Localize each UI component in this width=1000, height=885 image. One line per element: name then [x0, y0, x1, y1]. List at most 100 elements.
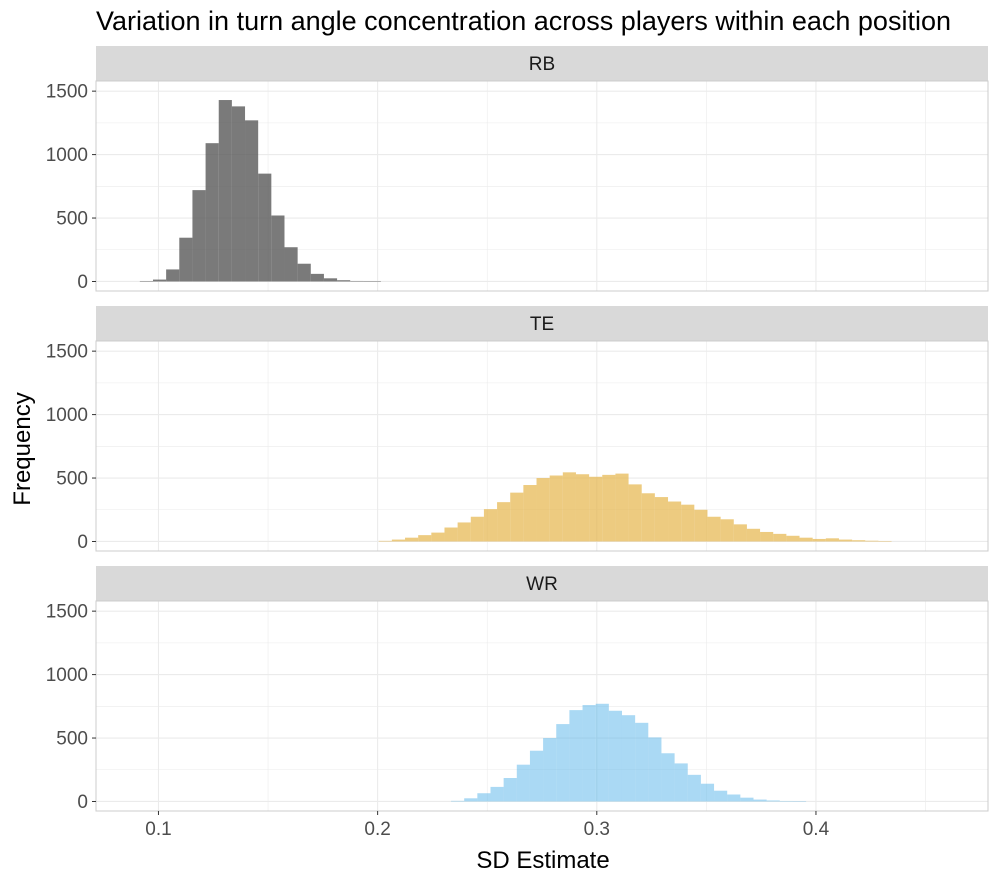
- y-tick-label: 500: [56, 469, 88, 490]
- histogram-bar: [562, 472, 576, 542]
- facet-strip-te: [96, 306, 988, 341]
- y-tick-label: 500: [56, 209, 88, 230]
- histogram-bar: [139, 281, 153, 282]
- chart-title: Variation in turn angle concentration ac…: [96, 6, 951, 36]
- histogram-bar: [615, 473, 629, 542]
- y-tick-label: 1500: [46, 82, 88, 103]
- y-axis-te: 0 500 1000 1500: [46, 342, 96, 553]
- histogram-bar: [582, 705, 596, 802]
- histogram-bar: [733, 524, 747, 542]
- y-tick-label: 1500: [46, 342, 88, 363]
- facet-strip-label-wr: WR: [526, 574, 558, 595]
- panel-border-wr: [95, 600, 989, 812]
- x-tick-label: 0.4: [803, 819, 830, 840]
- histogram-bar: [405, 537, 419, 542]
- histogram-bar: [470, 516, 484, 542]
- panel-border-rb: [95, 80, 989, 292]
- histogram-bar: [838, 539, 853, 542]
- histogram-bar: [205, 143, 219, 282]
- histogram-bar: [812, 538, 826, 542]
- histogram-bar: [674, 763, 688, 802]
- histogram-bar: [337, 280, 351, 282]
- histogram-bar: [497, 502, 511, 542]
- histogram-bar: [766, 800, 780, 802]
- histogram-bar: [825, 538, 839, 542]
- histogram-bar: [536, 478, 550, 542]
- facet-rb: RB 0 500 1000 1500: [46, 46, 989, 293]
- histogram-bar: [589, 476, 603, 542]
- x-tick-label: 0.3: [584, 819, 610, 840]
- y-axis-rb: 0 500 1000 1500: [46, 82, 96, 293]
- histogram-bar: [556, 724, 570, 802]
- histogram-bar: [310, 273, 324, 282]
- histogram-bar: [852, 540, 866, 542]
- histogram-bar: [451, 800, 465, 802]
- histogram-bar: [786, 535, 800, 542]
- histogram-bar: [231, 106, 246, 282]
- histogram-bar: [464, 798, 478, 802]
- histogram-bar: [753, 799, 767, 802]
- histogram-bar: [668, 501, 682, 542]
- histogram-bar: [865, 540, 879, 542]
- histogram-bar: [516, 764, 530, 802]
- histogram-bar: [648, 737, 662, 802]
- histogram-bar: [661, 753, 675, 802]
- histogram-bar: [271, 215, 285, 282]
- histogram-bar: [569, 710, 583, 802]
- histogram-bar: [694, 509, 708, 542]
- histogram-bars-te: [378, 472, 892, 542]
- y-tick-label: 0: [77, 532, 88, 553]
- histogram-bar: [444, 527, 458, 542]
- histogram-bar: [483, 509, 498, 542]
- histogram-bar: [431, 532, 445, 542]
- histogram-bars-wr: [451, 703, 807, 802]
- histogram-bar: [297, 263, 311, 282]
- histogram-bar: [740, 797, 754, 802]
- histogram-bar: [628, 484, 642, 542]
- y-tick-label: 1500: [46, 602, 88, 623]
- y-tick-label: 500: [56, 729, 88, 750]
- histogram-bar: [760, 531, 774, 542]
- y-axis-title: Frequency: [9, 392, 36, 505]
- histogram-bar: [687, 774, 701, 802]
- histogram-bar: [707, 516, 721, 542]
- histogram-bar: [363, 281, 377, 282]
- histogram-bar: [503, 778, 517, 802]
- y-axis-wr: 0 500 1000 1500: [46, 602, 96, 813]
- histogram-bar: [654, 497, 669, 542]
- histogram-bar: [152, 279, 167, 282]
- y-tick-label: 1000: [46, 665, 88, 686]
- x-tick-label: 0.2: [364, 819, 390, 840]
- histogram-bars-rb: [139, 100, 381, 282]
- histogram-bar: [523, 485, 537, 542]
- histogram-bar: [621, 715, 636, 802]
- histogram-bar: [746, 528, 761, 542]
- histogram-bar: [258, 173, 272, 282]
- histogram-bar: [681, 504, 695, 542]
- histogram-bar: [350, 280, 364, 282]
- histogram-bar: [878, 540, 892, 542]
- histogram-bar: [700, 783, 715, 802]
- histogram-bar: [510, 492, 524, 542]
- histogram-bar: [457, 522, 471, 542]
- histogram-bar: [792, 801, 807, 802]
- histogram-bar: [376, 281, 381, 282]
- histogram-bar: [602, 474, 616, 542]
- histogram-bar: [635, 722, 649, 802]
- histogram-bar: [391, 539, 406, 542]
- y-tick-label: 1000: [46, 405, 88, 426]
- facet-panels: RB 0 500 1000 1500 TE 0 500 1000 1500 WR 0 500 1000 15…: [46, 46, 989, 813]
- y-tick-label: 1000: [46, 145, 88, 166]
- facet-strip-label-te: TE: [530, 314, 554, 335]
- histogram-bar: [641, 493, 655, 542]
- histogram-bar: [779, 800, 793, 802]
- histogram-bar: [543, 738, 557, 802]
- histogram-bar: [323, 278, 338, 282]
- histogram-bar: [245, 120, 259, 282]
- facet-te: TE 0 500 1000 1500: [46, 306, 989, 553]
- y-tick-label: 0: [77, 792, 88, 813]
- histogram-bar: [192, 190, 206, 282]
- histogram-bar: [595, 703, 609, 802]
- facet-strip-label-rb: RB: [529, 54, 555, 75]
